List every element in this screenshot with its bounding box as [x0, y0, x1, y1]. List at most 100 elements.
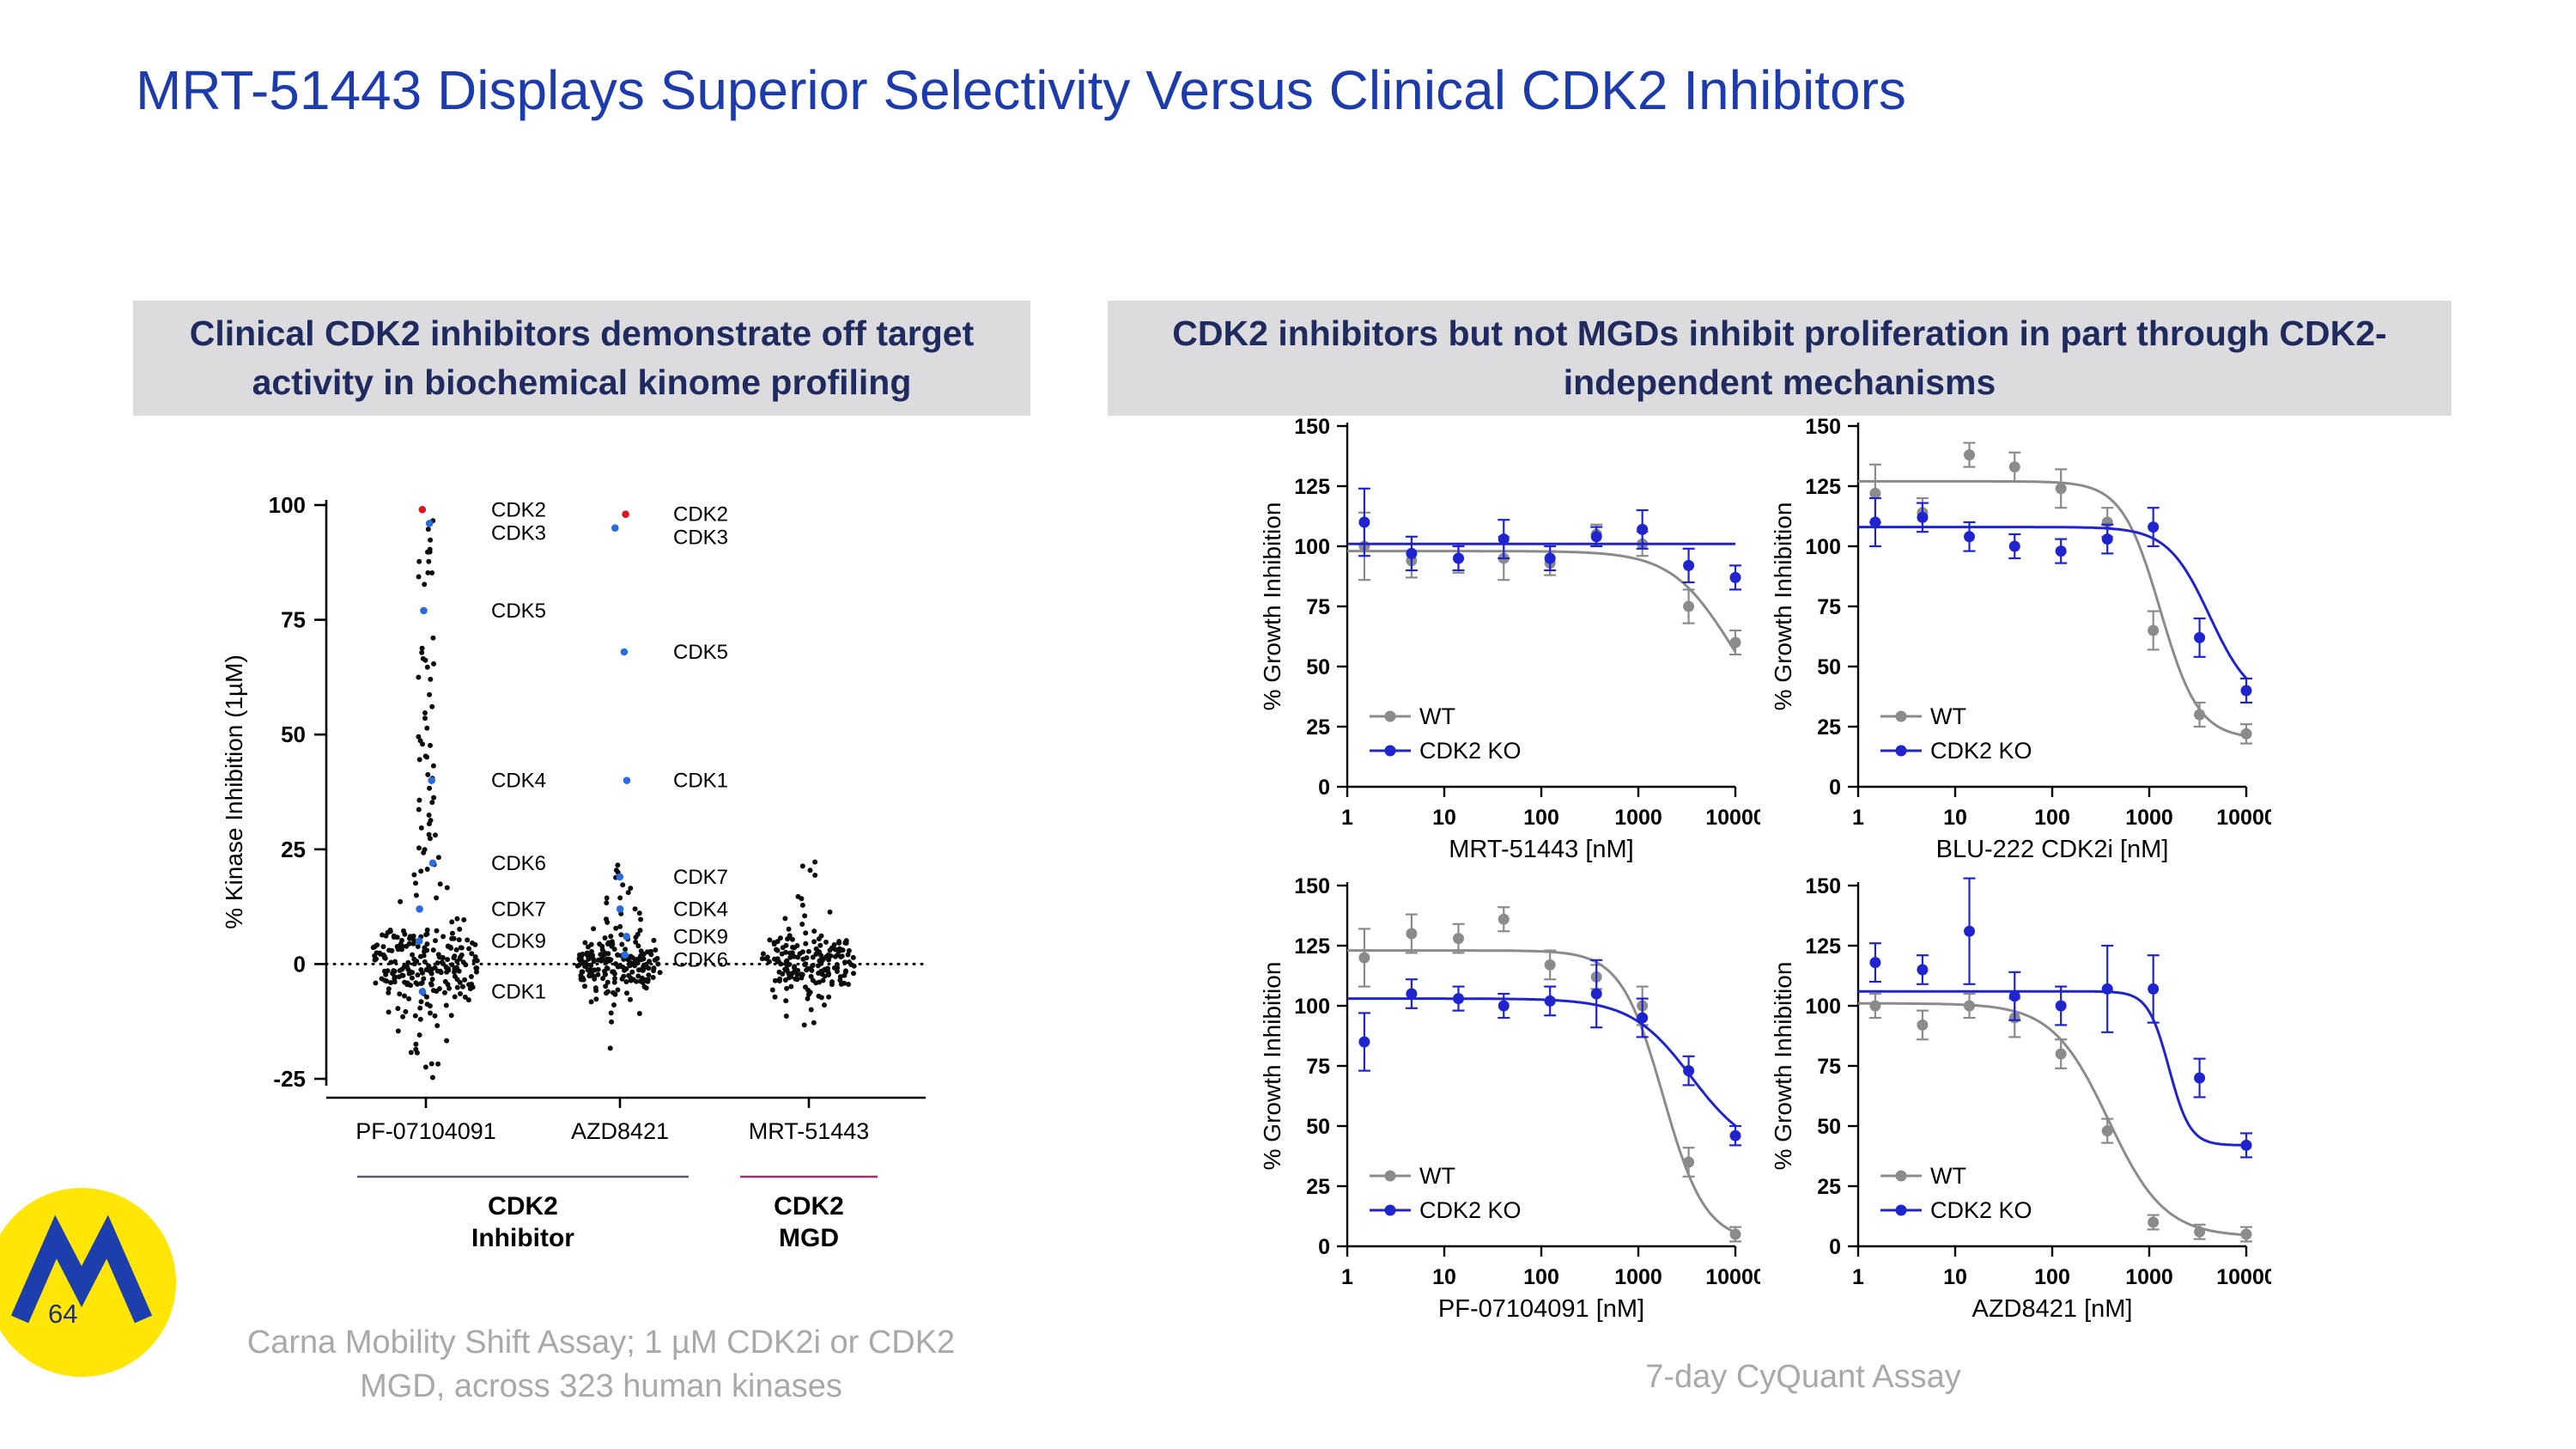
svg-text:100: 100 [269, 492, 306, 518]
svg-text:% Growth Inhibition: % Growth Inhibition [1770, 502, 1796, 711]
svg-text:50: 50 [1306, 1115, 1330, 1139]
svg-text:100: 100 [1805, 995, 1841, 1019]
series-cdk2-ko [1347, 487, 1741, 591]
company-logo [0, 1188, 176, 1377]
series-wt [1858, 992, 2252, 1243]
svg-text:AZD8421 [nM]: AZD8421 [nM] [1972, 1295, 2133, 1323]
svg-text:CDK6: CDK6 [673, 948, 728, 971]
svg-text:50: 50 [1817, 655, 1841, 679]
svg-text:125: 125 [1294, 475, 1330, 499]
proliferation-charts-grid: 0 25 50 75 100 125 150 1 10 100 1000 10000% Growth … [1249, 411, 2271, 1330]
svg-text:% Growth Inhibition: % Growth Inhibition [1259, 502, 1285, 711]
svg-text:1: 1 [1852, 1265, 1864, 1289]
slide-title: MRT-51443 Displays Superior Selectivity … [136, 59, 1906, 121]
svg-text:100: 100 [1523, 806, 1559, 830]
svg-text:CDK3: CDK3 [673, 527, 728, 550]
svg-text:MRT-51443 [nM]: MRT-51443 [nM] [1449, 836, 1633, 863]
kinome-selectivity-chart: -25 0 25 50 75 100 % Kinase Inhibition (1µM) PF… [221, 492, 927, 1252]
kinome-plot-root: -25 0 25 50 75 100 % Kinase Inhibition (1µM) PF… [221, 492, 927, 1252]
svg-text:CDK5: CDK5 [673, 641, 728, 664]
svg-text:10: 10 [1943, 1265, 1967, 1289]
svg-text:PF-07104091: PF-07104091 [355, 1118, 496, 1144]
dose-plot-root: 0 25 50 75 100 125 150 1 10 100 1000 10000 % Growth … [1259, 874, 1760, 1323]
page-number: 64 [48, 1299, 78, 1329]
svg-text:CDK2: CDK2 [673, 503, 728, 527]
series-wt [1347, 906, 1741, 1243]
kinome-cdk-highlights: CDK2CDK3CDK5CDK4CDK6CDK7CDK9CDK1CDK2CDK3… [415, 498, 728, 1003]
svg-text:75: 75 [281, 607, 306, 633]
svg-text:1: 1 [1852, 806, 1864, 830]
svg-text:10000: 10000 [2216, 1265, 2271, 1289]
svg-text:WT: WT [1930, 703, 1966, 729]
svg-text:-25: -25 [273, 1066, 306, 1092]
right-panel-header: CDK2 inhibitors but not MGDs inhibit pro… [1108, 301, 2451, 416]
svg-text:125: 125 [1805, 935, 1841, 959]
svg-text:MRT-51443: MRT-51443 [749, 1118, 870, 1144]
svg-text:10: 10 [1432, 806, 1456, 830]
svg-text:0: 0 [294, 951, 306, 977]
svg-text:CDK2: CDK2 [488, 1192, 558, 1221]
series-cdk2-ko [1858, 877, 2252, 1159]
dose-response-chart-azd8421: 0 25 50 75 100 125 150 1 10 100 1000 10000 % Growth … [1770, 874, 2271, 1323]
svg-text:CDK2 KO: CDK2 KO [1419, 1197, 1522, 1223]
left-assay-footnote: Carna Mobility Shift Assay; 1 µM CDK2i o… [246, 1324, 956, 1405]
svg-text:CDK1: CDK1 [673, 770, 728, 793]
dose-plot-root: 0 25 50 75 100 125 150 1 10 100 1000 10000 % Growth … [1770, 874, 2271, 1323]
svg-text:CDK7: CDK7 [673, 866, 728, 889]
svg-text:CDK9: CDK9 [491, 930, 546, 953]
dose-response-chart-pf-07104091: 0 25 50 75 100 125 150 1 10 100 1000 10000 % Growth … [1259, 874, 1760, 1323]
svg-text:0: 0 [1829, 776, 1841, 800]
svg-text:CDK2 KO: CDK2 KO [1930, 1197, 2032, 1223]
dose-legend: WT CDK2 KO [1370, 703, 1522, 764]
svg-text:10000: 10000 [1705, 1265, 1760, 1289]
svg-text:WT: WT [1930, 1163, 1966, 1189]
svg-text:50: 50 [281, 721, 306, 747]
svg-text:150: 150 [1294, 415, 1330, 439]
series-wt [1858, 441, 2252, 745]
kinome-swarm-points [370, 518, 857, 1081]
kinome-axes: -25 0 25 50 75 100 % Kinase Inhibition (1µM) PF… [221, 492, 926, 1144]
svg-text:CDK2: CDK2 [491, 498, 546, 521]
svg-text:CDK2: CDK2 [774, 1192, 844, 1221]
svg-text:125: 125 [1294, 935, 1330, 959]
svg-text:CDK4: CDK4 [673, 898, 728, 921]
svg-text:150: 150 [1805, 415, 1841, 439]
svg-text:MGD: MGD [779, 1224, 839, 1252]
svg-text:% Kinase Inhibition (1µM): % Kinase Inhibition (1µM) [221, 654, 247, 929]
svg-text:25: 25 [1817, 715, 1841, 740]
svg-text:1: 1 [1341, 1265, 1353, 1289]
svg-text:BLU-222 CDK2i [nM]: BLU-222 CDK2i [nM] [1936, 836, 2169, 863]
dose-legend: WT CDK2 KO [1880, 703, 2032, 764]
svg-text:CDK3: CDK3 [491, 521, 546, 545]
svg-text:10: 10 [1943, 806, 1967, 830]
series-wt [1347, 511, 1741, 656]
svg-text:100: 100 [1805, 535, 1841, 559]
right-assay-footnote: 7-day CyQuant Assay [1645, 1359, 1961, 1395]
svg-text:PF-07104091 [nM]: PF-07104091 [nM] [1438, 1295, 1644, 1323]
svg-text:25: 25 [1306, 715, 1330, 740]
svg-text:25: 25 [281, 837, 306, 862]
svg-text:AZD8421: AZD8421 [571, 1118, 669, 1144]
svg-text:100: 100 [2034, 1265, 2070, 1289]
dose-plot-root: 0 25 50 75 100 125 150 1 10 100 1000 10000 % Growth … [1770, 415, 2271, 863]
svg-text:100: 100 [1294, 995, 1330, 1019]
svg-text:75: 75 [1817, 1055, 1841, 1079]
svg-text:1: 1 [1341, 806, 1353, 830]
svg-text:0: 0 [1318, 776, 1330, 800]
series-cdk2-ko [1858, 496, 2252, 704]
svg-text:Inhibitor: Inhibitor [471, 1224, 574, 1252]
svg-text:CDK1: CDK1 [491, 980, 546, 1003]
svg-text:WT: WT [1419, 703, 1455, 729]
svg-text:100: 100 [2034, 806, 2070, 830]
svg-text:100: 100 [1294, 535, 1330, 559]
svg-text:75: 75 [1306, 1055, 1330, 1079]
dose-response-chart-mrt-51443: 0 25 50 75 100 125 150 1 10 100 1000 10000 % Growth … [1259, 415, 1760, 863]
svg-text:50: 50 [1306, 655, 1330, 679]
svg-text:WT: WT [1419, 1163, 1455, 1189]
svg-text:CDK6: CDK6 [491, 852, 546, 875]
svg-text:CDK7: CDK7 [491, 898, 546, 921]
svg-text:75: 75 [1817, 595, 1841, 619]
svg-text:1000: 1000 [2125, 1265, 2173, 1289]
left-panel-header-text: Clinical CDK2 inhibitors demonstrate off… [189, 314, 975, 402]
